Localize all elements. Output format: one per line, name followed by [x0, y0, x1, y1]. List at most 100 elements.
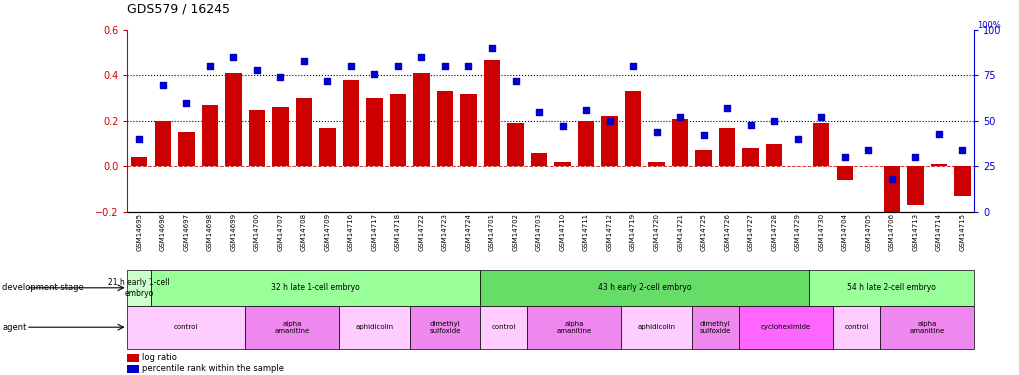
Bar [155, 121, 171, 166]
Point [765, 118, 782, 124]
Text: log ratio: log ratio [142, 353, 176, 362]
Point [601, 118, 618, 124]
Bar [672, 118, 688, 166]
Point [272, 74, 288, 80]
Text: control: control [491, 324, 516, 330]
Point [906, 154, 922, 160]
Text: dimethyl
sulfoxide: dimethyl sulfoxide [699, 321, 731, 334]
Point [929, 130, 946, 136]
Bar [389, 94, 406, 166]
Point [672, 114, 688, 120]
Bar [601, 116, 618, 166]
Bar [480, 306, 527, 349]
Text: 43 h early 2-cell embryo: 43 h early 2-cell embryo [597, 284, 691, 292]
Point [530, 109, 546, 115]
Bar [130, 158, 148, 166]
Text: percentile rank within the sample: percentile rank within the sample [142, 364, 283, 373]
Bar [578, 121, 594, 166]
Point [648, 129, 664, 135]
Bar [460, 94, 476, 166]
Bar [366, 98, 382, 166]
Point [131, 136, 148, 142]
Point [836, 154, 852, 160]
Bar [272, 107, 288, 166]
Point [742, 122, 758, 128]
Point [812, 114, 828, 120]
Bar [151, 270, 480, 306]
Point [718, 105, 735, 111]
Bar [527, 306, 621, 349]
Text: 32 h late 1-cell embryo: 32 h late 1-cell embryo [271, 284, 360, 292]
Bar [202, 105, 218, 166]
Point [882, 176, 899, 182]
Point [202, 63, 218, 69]
Bar [953, 166, 970, 196]
Bar [879, 306, 973, 349]
Bar [621, 306, 691, 349]
Bar [553, 162, 571, 166]
Text: aphidicolin: aphidicolin [637, 324, 675, 330]
Bar [413, 73, 429, 166]
Bar [178, 132, 195, 166]
Bar [809, 270, 973, 306]
Point [953, 147, 969, 153]
Bar [718, 128, 735, 166]
Text: 100%: 100% [976, 21, 1000, 30]
Text: agent: agent [2, 322, 26, 332]
Point [296, 58, 312, 64]
Point [506, 78, 523, 84]
Point [342, 63, 359, 69]
Bar [738, 306, 833, 349]
Text: control: control [174, 324, 199, 330]
Point [554, 123, 571, 129]
Point [483, 45, 499, 51]
Bar [906, 166, 922, 205]
Point [413, 54, 429, 60]
Point [789, 136, 805, 142]
Point [249, 67, 265, 73]
Bar [249, 110, 265, 166]
Point [389, 63, 406, 69]
Bar [530, 153, 547, 166]
Bar [338, 306, 410, 349]
Point [155, 82, 171, 88]
Bar [410, 306, 480, 349]
Bar [836, 166, 852, 180]
Bar [480, 270, 809, 306]
Point [695, 132, 711, 138]
Bar [506, 123, 523, 166]
Point [366, 70, 382, 76]
Bar [245, 306, 338, 349]
Text: alpha
amanitine: alpha amanitine [556, 321, 591, 334]
Text: 21 h early 1-cell
embryο: 21 h early 1-cell embryο [108, 278, 170, 297]
Bar [342, 80, 359, 166]
Bar [319, 128, 335, 166]
Text: development stage: development stage [2, 284, 84, 292]
Point [460, 63, 476, 69]
Bar [648, 162, 664, 166]
Text: cycloheximide: cycloheximide [760, 324, 810, 330]
Text: aphidicolin: aphidicolin [355, 324, 393, 330]
Point [859, 147, 875, 153]
Bar [812, 123, 828, 166]
Bar [225, 73, 242, 166]
Text: dimethyl
sulfoxide: dimethyl sulfoxide [429, 321, 461, 334]
Bar [833, 306, 879, 349]
Bar [742, 148, 758, 166]
Text: alpha
amanitine: alpha amanitine [909, 321, 944, 334]
Text: alpha
amanitine: alpha amanitine [274, 321, 310, 334]
Bar [929, 164, 946, 166]
Point [178, 100, 195, 106]
Bar [695, 150, 711, 166]
Bar [436, 92, 452, 166]
Bar [625, 92, 641, 166]
Point [319, 78, 335, 84]
Point [578, 107, 594, 113]
Text: control: control [844, 324, 868, 330]
Bar [765, 144, 782, 166]
Bar [127, 306, 245, 349]
Bar [127, 270, 151, 306]
Bar [483, 60, 499, 166]
Bar [691, 306, 738, 349]
Bar [296, 98, 312, 166]
